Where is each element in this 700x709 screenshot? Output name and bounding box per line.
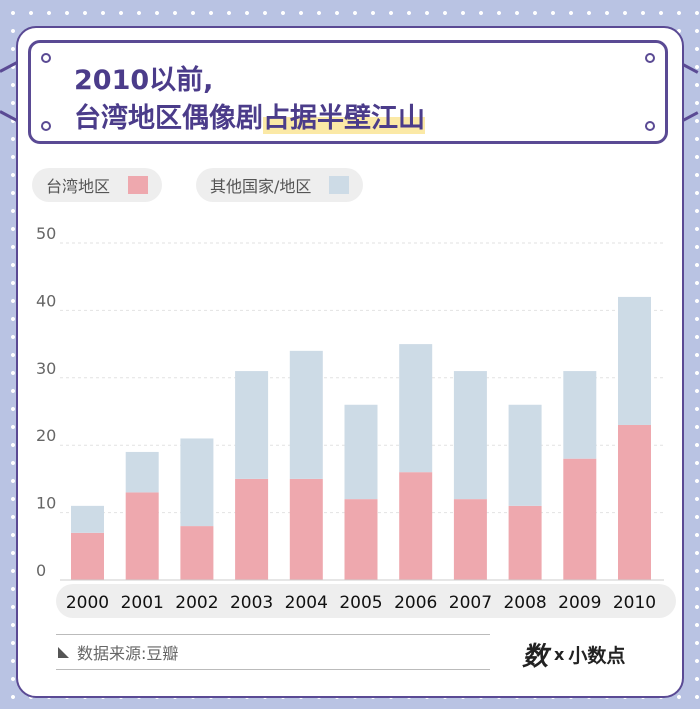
legend-label: 其他国家/地区 — [210, 177, 312, 196]
source-text: 数据来源:豆瓣 — [77, 644, 179, 663]
bar-other-2001 — [125, 451, 159, 493]
bar-other-2007 — [453, 371, 487, 500]
brand-logo: 数 x 小数点 — [522, 636, 625, 672]
y-tick-label: 10 — [36, 494, 56, 513]
bar-taiwan-2010 — [618, 424, 651, 580]
y-tick-label: 30 — [36, 359, 56, 378]
bar-other-2003 — [235, 371, 269, 479]
x-tick-label: 2002 — [175, 593, 218, 613]
x-tick-label: 2010 — [613, 593, 656, 613]
bar-taiwan-2001 — [125, 492, 159, 580]
corner-dot — [41, 53, 51, 63]
bar-taiwan-2008 — [508, 505, 542, 580]
brand-mark: 数 — [522, 641, 549, 672]
brand-x: x — [554, 644, 565, 664]
corner-dot — [645, 53, 655, 63]
bar-taiwan-2007 — [453, 499, 487, 580]
bar-taiwan-2002 — [180, 526, 214, 580]
x-tick-label: 2003 — [230, 593, 273, 613]
brand-name: 小数点 — [568, 644, 626, 667]
x-tick-label: 2007 — [449, 593, 492, 613]
y-tick-label: 40 — [36, 291, 56, 310]
title-line-2-highlight: 占据半壁江山 — [263, 103, 425, 134]
x-axis-band — [56, 584, 676, 618]
source-triangle-icon — [58, 646, 69, 658]
source-box: 数据来源:豆瓣 — [56, 634, 490, 670]
bar-other-2009 — [563, 371, 597, 459]
bar-taiwan-2000 — [71, 532, 104, 580]
corner-dot — [645, 121, 655, 131]
legend-swatch — [329, 176, 350, 194]
bar-other-2000 — [71, 505, 104, 533]
bar-other-2004 — [289, 350, 323, 479]
bar-taiwan-2006 — [399, 472, 433, 580]
legend-label: 台湾地区 — [46, 177, 111, 196]
legend-item-taiwan: 台湾地区 — [32, 168, 163, 202]
y-tick-label: 50 — [36, 224, 56, 243]
bar-taiwan-2009 — [563, 458, 597, 580]
bar-other-2005 — [344, 404, 378, 500]
title-line-1: 2010以前, — [74, 65, 214, 96]
bar-other-2006 — [399, 344, 433, 473]
x-tick-label: 2001 — [121, 593, 164, 613]
title-line-2: 台湾地区偶像剧占据半壁江山 — [74, 96, 425, 135]
y-tick-label: 20 — [36, 426, 56, 445]
bar-other-2008 — [508, 404, 542, 506]
bar-taiwan-2004 — [289, 478, 323, 580]
title-line-2-plain: 台湾地区偶像剧 — [74, 103, 263, 134]
x-tick-label: 2009 — [558, 593, 601, 613]
y-tick-label: 0 — [36, 561, 46, 580]
legend-swatch — [128, 176, 149, 194]
bar-other-2010 — [618, 296, 651, 425]
x-tick-label: 2004 — [285, 593, 328, 613]
x-tick-label: 2000 — [66, 593, 109, 613]
x-tick-label: 2006 — [394, 593, 437, 613]
bar-taiwan-2005 — [344, 499, 378, 580]
legend-item-other: 其他国家/地区 — [196, 168, 364, 202]
bar-other-2002 — [180, 438, 214, 527]
bar-taiwan-2003 — [235, 478, 269, 580]
x-tick-label: 2005 — [339, 593, 382, 613]
x-tick-label: 2008 — [503, 593, 546, 613]
corner-dot — [41, 121, 51, 131]
